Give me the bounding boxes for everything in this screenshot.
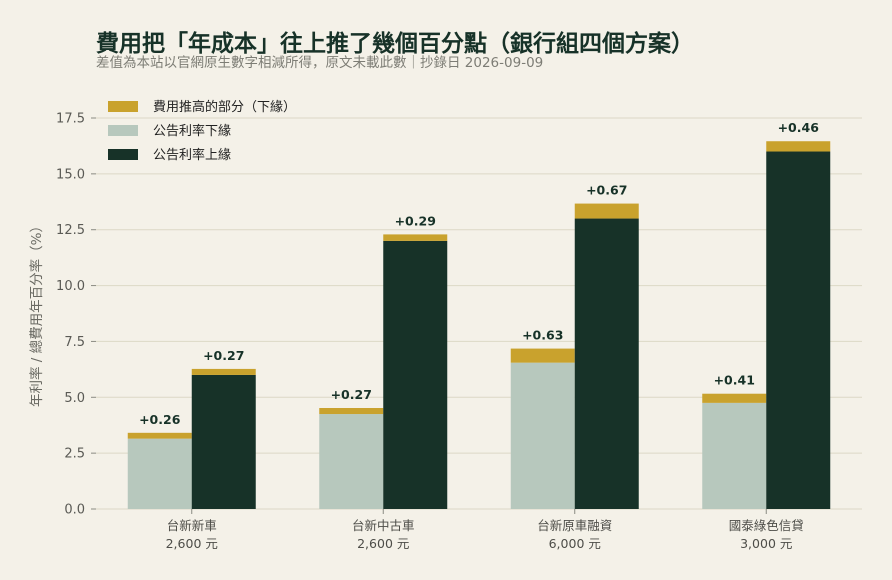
y-tick-label: 17.5 xyxy=(56,112,85,127)
category-fee-label: 2,600 元 xyxy=(166,536,218,551)
category-label: 國泰綠色信貸 xyxy=(729,518,804,533)
y-axis-label: 年利率 / 總費用年百分率（%） xyxy=(28,219,45,407)
lower-rate-bar xyxy=(319,414,384,509)
chart-title: 費用把「年成本」往上推了幾個百分點（銀行組四個方案） xyxy=(96,30,694,57)
upper-rate-bar xyxy=(383,240,448,509)
category-fee-label: 3,000 元 xyxy=(740,536,792,551)
fee-increase-segment xyxy=(191,368,256,375)
category-label: 台新新車 xyxy=(167,518,217,533)
y-tick-label: 15.0 xyxy=(56,167,85,182)
lower-rate-bar xyxy=(702,402,767,509)
legend-swatch xyxy=(108,101,138,112)
lower-rate-bar xyxy=(510,362,575,509)
fee-increase-segment xyxy=(383,234,448,241)
fee-delta-label: +0.67 xyxy=(586,183,627,198)
fee-increase-segment xyxy=(766,141,831,152)
y-tick-label: 2.5 xyxy=(64,447,85,462)
upper-rate-bar xyxy=(766,151,831,509)
category-label: 台新原車融資 xyxy=(537,518,612,533)
lower-rate-bar xyxy=(127,438,192,509)
upper-rate-bar xyxy=(191,374,256,509)
fee-increase-segment xyxy=(702,393,767,403)
fee-delta-label: +0.27 xyxy=(203,348,244,363)
bars: +0.26 +0.27 +0.27 +0.29 +0.63 +0.67 +0.41 +0.46 xyxy=(127,120,831,510)
legend-label: 公告利率下緣 xyxy=(153,123,231,139)
y-tick-label: 7.5 xyxy=(64,335,85,350)
fee-increase-segment xyxy=(127,432,192,439)
fee-delta-label: +0.46 xyxy=(778,120,820,135)
fee-delta-label: +0.63 xyxy=(522,328,563,343)
fee-delta-label: +0.27 xyxy=(331,387,372,402)
legend-label: 費用推高的部分（下緣） xyxy=(153,99,296,115)
y-tick-label: 5.0 xyxy=(64,391,85,406)
y-tick-label: 0.0 xyxy=(64,503,85,518)
legend-swatch xyxy=(108,125,138,136)
category-fee-label: 2,600 元 xyxy=(357,536,409,551)
legend-swatch xyxy=(108,149,138,160)
y-axis: 0.0 2.5 5.0 7.5 10.0 12.5 15.0 17.5 xyxy=(56,112,96,518)
y-tick-label: 10.0 xyxy=(56,279,85,294)
category-label: 台新中古車 xyxy=(352,518,415,533)
fee-delta-label: +0.29 xyxy=(395,213,436,228)
fee-delta-label: +0.26 xyxy=(139,412,181,427)
fee-delta-label: +0.41 xyxy=(714,373,755,388)
chart-subtitle: 差值為本站以官網原生數字相減所得，原文未載此數｜抄錄日 2026-09-09 xyxy=(96,54,543,71)
upper-rate-bar xyxy=(574,218,639,510)
category-fee-label: 6,000 元 xyxy=(549,536,601,551)
fee-increase-segment xyxy=(319,408,384,415)
y-tick-label: 12.5 xyxy=(56,223,85,238)
fee-increase-segment xyxy=(574,203,639,219)
fee-increase-segment xyxy=(510,348,575,363)
legend-label: 公告利率上緣 xyxy=(153,147,231,163)
